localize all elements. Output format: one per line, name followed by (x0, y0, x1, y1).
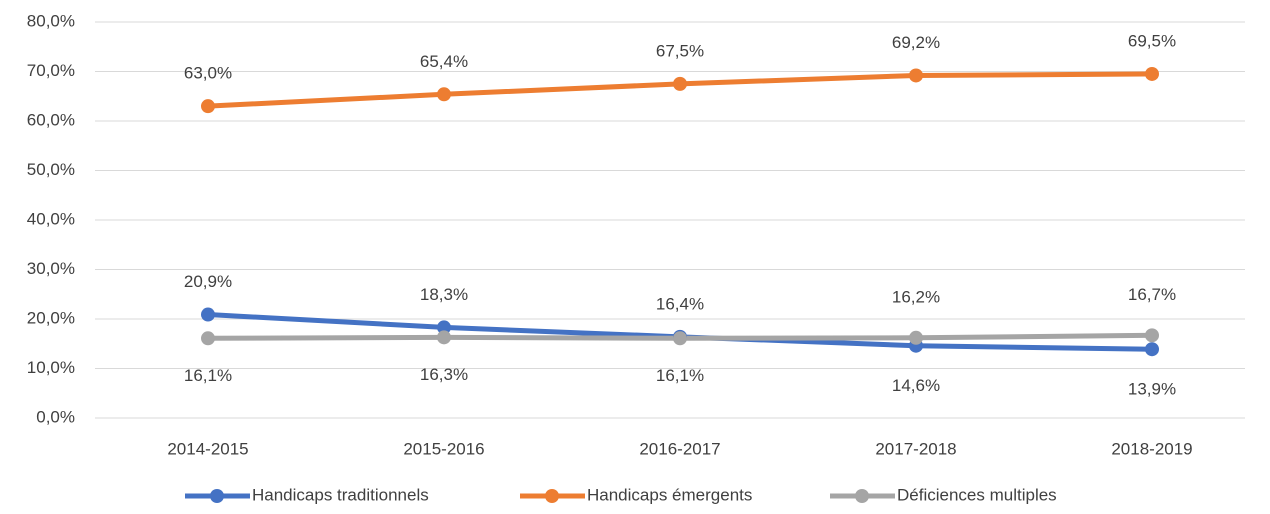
legend-label: Handicaps traditionnels (252, 485, 429, 504)
x-tick-label: 2017-2018 (875, 439, 956, 458)
data-label: 69,2% (892, 33, 940, 52)
data-label: 69,5% (1128, 31, 1176, 50)
y-tick-label: 0,0% (36, 407, 75, 426)
data-label: 16,1% (184, 366, 232, 385)
data-label: 18,3% (420, 285, 468, 304)
data-label: 65,4% (420, 52, 468, 71)
data-label: 63,0% (184, 64, 232, 83)
data-label: 14,6% (892, 376, 940, 395)
data-label: 16,7% (1128, 285, 1176, 304)
data-point (673, 76, 687, 91)
data-label: 13,9% (1128, 380, 1176, 399)
data-point (437, 330, 451, 345)
data-label: 16,1% (656, 366, 704, 385)
data-label: 20,9% (184, 272, 232, 291)
legend-marker (545, 489, 559, 503)
data-point (1145, 66, 1159, 81)
data-point (1145, 342, 1159, 357)
y-tick-label: 60,0% (27, 110, 75, 129)
legend-marker (210, 489, 224, 503)
data-label: 16,2% (892, 287, 940, 306)
y-tick-label: 20,0% (27, 308, 75, 327)
x-tick-label: 2018-2019 (1111, 439, 1192, 458)
data-point (673, 331, 687, 346)
y-tick-label: 40,0% (27, 209, 75, 228)
y-tick-label: 80,0% (27, 11, 75, 30)
legend-label: Handicaps émergents (587, 485, 752, 504)
legend-marker (855, 489, 869, 503)
y-tick-label: 50,0% (27, 160, 75, 179)
data-point (909, 68, 923, 83)
x-tick-label: 2015-2016 (403, 439, 484, 458)
data-label: 67,5% (656, 41, 704, 60)
data-point (201, 99, 215, 114)
data-point (201, 307, 215, 322)
x-tick-label: 2014-2015 (167, 439, 248, 458)
x-tick-label: 2016-2017 (639, 439, 720, 458)
data-label: 16,4% (656, 294, 704, 313)
y-tick-label: 30,0% (27, 259, 75, 278)
data-point (201, 331, 215, 346)
y-tick-label: 10,0% (27, 358, 75, 377)
data-point (437, 320, 451, 335)
y-tick-label: 70,0% (27, 61, 75, 80)
legend-label: Déficiences multiples (897, 485, 1057, 504)
data-point (437, 87, 451, 102)
data-point (1145, 328, 1159, 343)
data-point (909, 330, 923, 345)
data-label: 16,3% (420, 365, 468, 384)
